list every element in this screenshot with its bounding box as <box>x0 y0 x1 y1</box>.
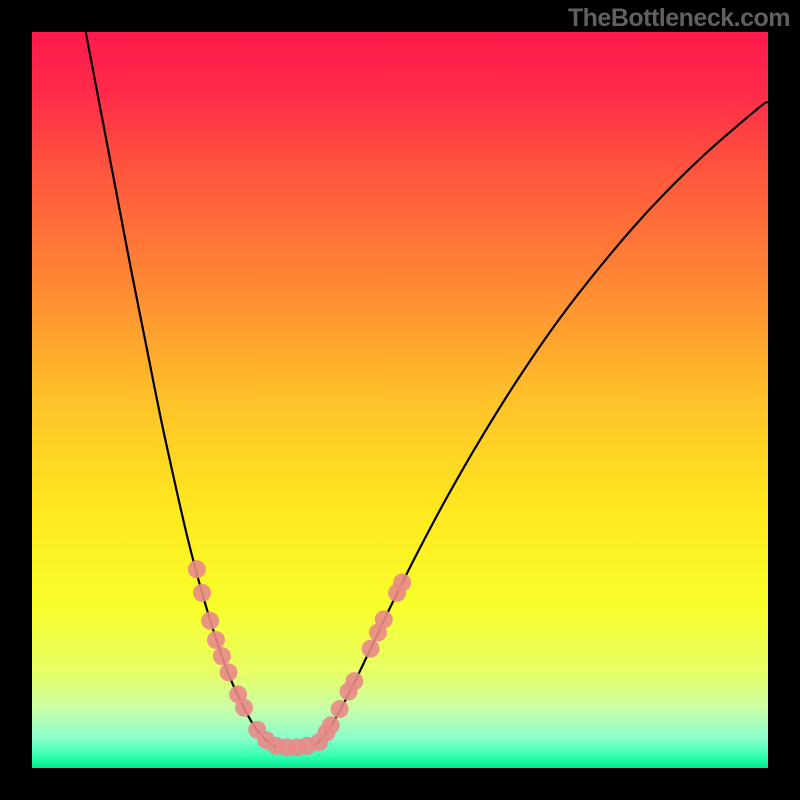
scatter-point <box>193 584 211 602</box>
scatter-point <box>362 640 380 658</box>
scatter-point <box>375 610 393 628</box>
scatter-point <box>345 672 363 690</box>
scatter-point <box>235 699 253 717</box>
scatter-point <box>331 700 349 718</box>
scatter-point <box>393 574 411 592</box>
bottleneck-chart-svg <box>32 32 768 768</box>
scatter-point <box>213 647 231 665</box>
scatter-point <box>201 612 219 630</box>
scatter-point <box>322 716 340 734</box>
scatter-point <box>220 663 238 681</box>
chart-outer: TheBottleneck.com <box>0 0 800 800</box>
chart-background <box>32 32 768 768</box>
scatter-point <box>188 560 206 578</box>
scatter-point <box>298 737 316 755</box>
scatter-point <box>207 631 225 649</box>
chart-plot-area <box>32 32 768 768</box>
watermark-text: TheBottleneck.com <box>568 4 790 33</box>
